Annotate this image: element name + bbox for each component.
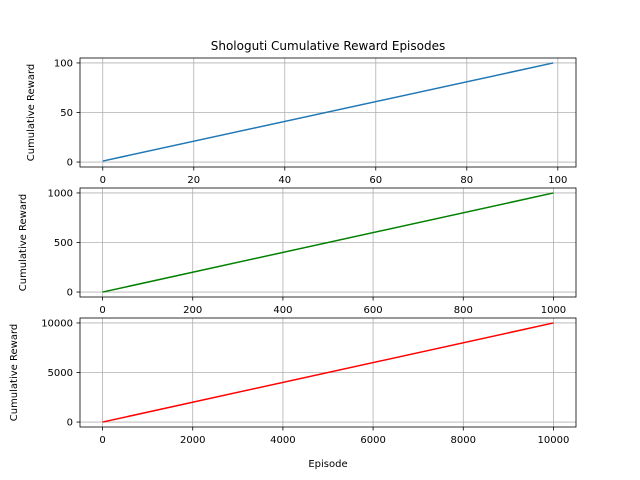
subplot-1-x-tick-label: 20 — [187, 175, 200, 186]
subplot-3-x-tick-label: 10000 — [538, 435, 570, 446]
subplot-1-title: Shologuti Cumulative Reward Episodes — [211, 39, 446, 53]
subplot-1-x-tick-label: 80 — [460, 175, 473, 186]
subplot-3-x-tick-label: 6000 — [360, 435, 385, 446]
subplot-2-x-tick-label: 600 — [364, 305, 383, 316]
subplot-2-x-tick-label: 200 — [183, 305, 202, 316]
subplot-2-series-1-line — [102, 192, 554, 293]
subplot-1-x-tick-label: 0 — [100, 175, 106, 186]
subplot-1-series-1-line — [102, 62, 554, 162]
subplot-3-x-tick-label: 4000 — [270, 435, 295, 446]
subplot-1-x-tick-label: 60 — [369, 175, 382, 186]
subplot-3-y-tick-label: 5000 — [48, 368, 73, 379]
subplot-3-series-1-line — [102, 322, 554, 423]
subplot-3-x-axis-label: Episode — [308, 459, 347, 470]
subplot-1-x-tick-label: 100 — [548, 175, 567, 186]
subplot-3-y-axis-label: Cumulative Reward — [9, 324, 20, 422]
subplot-2-x-tick-label: 1000 — [541, 305, 566, 316]
subplot-3-y-tick-label: 10000 — [41, 318, 73, 329]
subplot-2-y-tick-label: 0 — [67, 288, 73, 299]
subplot-2-y-tick-label: 500 — [54, 238, 73, 249]
subplot-2-x-tick-label: 0 — [99, 305, 105, 316]
subplot-1-y-tick-label: 100 — [54, 58, 73, 69]
subplot-1-x-tick-label: 40 — [278, 175, 291, 186]
subplot-3-x-tick-label: 8000 — [451, 435, 476, 446]
subplot-2-x-tick-label: 800 — [454, 305, 473, 316]
subplot-3-y-tick-label: 0 — [67, 418, 73, 429]
subplot-2-y-axis-label: Cumulative Reward — [18, 194, 29, 292]
subplot-2-x-tick-label: 400 — [273, 305, 292, 316]
subplot-3-x-tick-label: 2000 — [180, 435, 205, 446]
subplot-3-x-tick-label: 0 — [99, 435, 105, 446]
subplot-1-y-tick-label: 50 — [60, 108, 73, 119]
subplot-1-y-tick-label: 0 — [67, 158, 73, 169]
subplot-1-y-axis-label: Cumulative Reward — [26, 64, 37, 162]
subplot-2-y-tick-label: 1000 — [48, 188, 73, 199]
